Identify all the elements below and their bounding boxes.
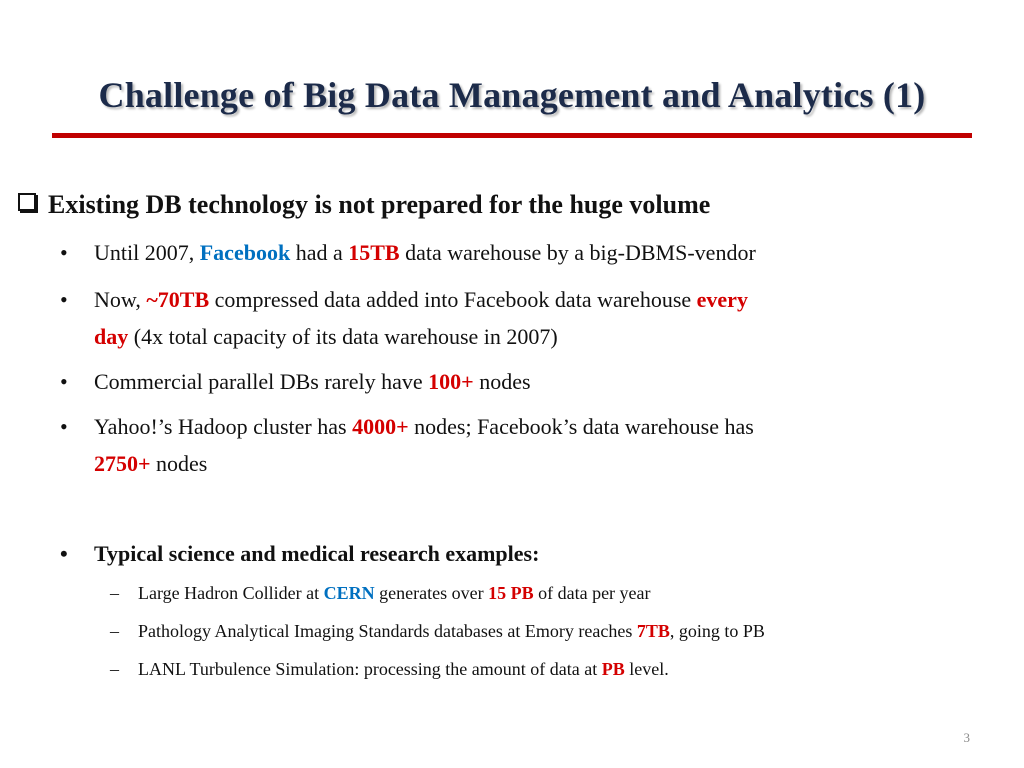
- bullet-dot-icon: •: [60, 240, 68, 265]
- text-run: had a: [290, 240, 349, 265]
- text-run: data warehouse by a big-DBMS-vendor: [399, 240, 756, 265]
- text-run: , going to PB: [669, 621, 765, 641]
- text-run: Until 2007,: [94, 240, 200, 265]
- bullet-dot-icon: •: [60, 541, 68, 566]
- cern-highlight: CERN: [323, 583, 375, 603]
- 4000-nodes-highlight: 4000+: [352, 414, 409, 439]
- 15tb-highlight: 15TB: [348, 240, 400, 265]
- bullet-text: Now, ~70TB compressed data added into Fa…: [94, 281, 1024, 355]
- text-run: level.: [624, 659, 669, 679]
- facebook-highlight: Facebook: [199, 240, 291, 265]
- sub-item-text: Pathology Analytical Imaging Standards d…: [138, 618, 765, 644]
- text-run: generates over: [374, 583, 489, 603]
- dash-bullet-icon: –: [110, 621, 119, 641]
- text-run: Now,: [94, 287, 147, 312]
- every-highlight: every: [696, 287, 748, 312]
- page-number: 3: [963, 730, 971, 745]
- text-run: nodes: [473, 369, 531, 394]
- bullet-text: Commercial parallel DBs rarely have 100+…: [94, 363, 1024, 400]
- text-run: nodes: [150, 451, 208, 476]
- bullet-dot-icon: •: [60, 369, 68, 394]
- text-run: (4x total capacity of its data warehouse…: [128, 324, 558, 349]
- slide-title: Challenge of Big Data Management and Ana…: [98, 75, 926, 115]
- main-heading-text: Existing DB technology is not prepared f…: [48, 190, 711, 219]
- 2750-nodes-highlight: 2750+: [94, 451, 151, 476]
- sub-item-text: Large Hadron Collider at CERN generates …: [138, 580, 651, 606]
- day-highlight: day: [94, 324, 129, 349]
- dash-bullet-icon: –: [110, 659, 119, 679]
- main-heading: Existing DB technology is not prepared f…: [18, 190, 1018, 220]
- 15pb-highlight: 15 PB: [488, 583, 534, 603]
- bullet-text: Typical science and medical research exa…: [94, 541, 540, 566]
- checkbox-bullet-icon: [18, 193, 36, 211]
- sub-item-text: LANL Turbulence Simulation: processing t…: [138, 656, 669, 682]
- text-run: Yahoo!’s Hadoop cluster has: [94, 414, 353, 439]
- text-run: Commercial parallel DBs rarely have: [94, 369, 429, 394]
- 70tb-highlight: ~70TB: [146, 287, 210, 312]
- text-run: Large Hadron Collider at: [138, 583, 324, 603]
- dash-bullet-icon: –: [110, 583, 119, 603]
- text-run: nodes; Facebook’s data warehouse has: [408, 414, 754, 439]
- pb-highlight: PB: [601, 659, 625, 679]
- text-run: compressed data added into Facebook data…: [209, 287, 697, 312]
- text-run: of data per year: [533, 583, 651, 603]
- bullet-dot-icon: •: [60, 414, 68, 439]
- bullet-text: Yahoo!’s Hadoop cluster has 4000+ nodes;…: [94, 408, 1024, 482]
- text-run: LANL Turbulence Simulation: processing t…: [138, 659, 602, 679]
- 7tb-highlight: 7TB: [636, 621, 670, 641]
- bullet-dot-icon: •: [60, 287, 68, 312]
- text-run: Pathology Analytical Imaging Standards d…: [138, 621, 637, 641]
- title-divider: [52, 133, 972, 138]
- bullet-text: Until 2007, Facebook had a 15TB data war…: [94, 234, 1024, 271]
- 100-nodes-highlight: 100+: [428, 369, 474, 394]
